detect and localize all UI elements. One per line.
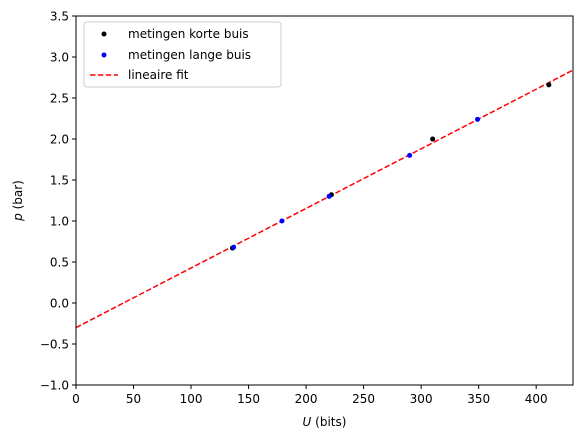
series-layer [76,69,573,329]
y-axis-ticks: −1.0 −0.5 0.0 0.5 1.0 1.5 2.0 2.5 3.0 3.5 [40,10,76,393]
x-tick-label: 0 [72,392,80,406]
point-korte-buis [546,82,552,88]
x-tick-label: 150 [237,392,260,406]
y-tick-label: 2.0 [50,133,69,147]
x-tick-label: 200 [295,392,318,406]
y-tick-label: −1.0 [40,379,69,393]
y-axis-label: p (bar) [11,180,25,222]
y-tick-label: 0.0 [50,297,69,311]
x-axis-ticks: 0 50 100 150 200 250 300 350 400 [72,385,548,406]
point-korte-buis [430,136,436,142]
point-lange-buis [231,244,237,250]
point-lange-buis [279,218,285,224]
y-tick-label: 1.5 [50,174,69,188]
y-tick-label: −0.5 [40,338,69,352]
x-tick-label: 100 [180,392,203,406]
y-tick-label: 3.0 [50,51,69,65]
legend-marker-lange-buis [101,52,107,58]
legend-entry-lange-buis: metingen lange buis [101,48,251,62]
legend-label-lineaire-fit: lineaire fit [128,68,189,82]
point-lange-buis [407,152,413,158]
y-tick-label: 1.0 [50,215,69,229]
legend-entry-korte-buis: metingen korte buis [101,27,249,41]
legend-label-korte-buis: metingen korte buis [128,27,249,41]
point-lange-buis [475,116,481,122]
legend-label-lange-buis: metingen lange buis [128,48,251,62]
x-axis-label: U (bits) [303,415,347,429]
legend: metingen korte buis metingen lange buis … [83,21,282,88]
x-tick-label: 50 [126,392,141,406]
x-tick-label: 400 [525,392,548,406]
plot-frame [75,15,574,386]
y-tick-label: 3.5 [50,10,69,24]
legend-entry-lineaire-fit: lineaire fit [90,68,189,82]
fit-line [76,69,573,329]
x-tick-label: 250 [352,392,375,406]
x-tick-label: 300 [410,392,433,406]
point-lange-buis [326,193,332,199]
legend-frame [83,21,282,88]
legend-marker-korte-buis [101,31,107,37]
y-tick-label: 0.5 [50,256,69,270]
x-tick-label: 350 [467,392,490,406]
y-tick-label: 2.5 [50,92,69,106]
